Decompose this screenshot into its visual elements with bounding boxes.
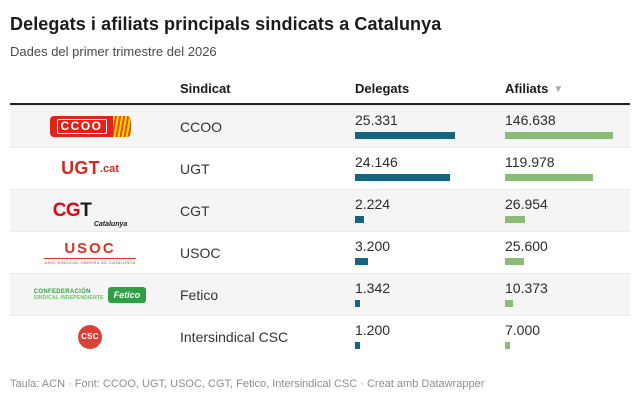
attribution-footer: Taula: ACN · Font: CCOO, UGT, USOC, CGT,… (10, 378, 485, 390)
afiliats-value: 26.954 (505, 196, 548, 212)
page-title: Delegats i afiliats principals sindicats… (10, 14, 442, 34)
delegats-value: 25.331 (355, 112, 398, 128)
ccoo-flag-icon (112, 116, 131, 137)
afiliats-value: 7.000 (505, 322, 541, 338)
table-header-row: Sindicat Delegats Afiliats ▼ (10, 81, 630, 105)
ugt-logo: UGT .cat (10, 148, 170, 189)
afiliats-value: 25.600 (505, 238, 548, 254)
fetico-logo-line2: SINDICAL INDEPENDIENTE (33, 294, 104, 301)
cgt-logo-red-text: CG (52, 199, 81, 221)
cgt-logo-region-text: Catalunya (93, 221, 128, 228)
intersindical-csc-logo: CSC (10, 316, 170, 357)
table-row: CG T Catalunya CGT 2.224 26.954 (10, 189, 630, 231)
afiliats-bar (505, 216, 525, 223)
csc-logo-text: CSC (81, 332, 99, 341)
afiliats-cell: 119.978 (495, 148, 630, 189)
delegats-cell: 25.331 (345, 106, 495, 147)
cgt-logo-black-text: T (80, 199, 92, 221)
delegats-cell: 3.200 (345, 232, 495, 273)
unions-table: Sindicat Delegats Afiliats ▼ CCOO CCOO 25… (10, 81, 630, 357)
afiliats-value: 119.978 (505, 154, 555, 170)
delegats-value: 1.200 (355, 322, 391, 338)
page-subtitle: Dades del primer trimestre del 2026 (10, 44, 217, 59)
fetico-logo-line1: CONFEDERACIÓN (33, 288, 91, 295)
ugt-logo-text: UGT (61, 158, 100, 178)
ccoo-logo-mark: CCOO (49, 116, 131, 137)
delegats-bar (355, 174, 450, 181)
afiliats-cell: 10.373 (495, 274, 630, 315)
csc-circle-icon: CSC (78, 324, 102, 349)
afiliats-value: 146.638 (505, 112, 556, 128)
ccoo-logo: CCOO (10, 106, 170, 147)
column-header-afiliats-label: Afiliats (505, 81, 549, 96)
union-name: Fetico (180, 286, 219, 303)
afiliats-cell: 26.954 (495, 190, 630, 231)
delegats-value: 24.146 (355, 154, 398, 170)
afiliats-cell: 25.600 (495, 232, 630, 273)
fetico-logo: CONFEDERACIÓN SINDICAL INDEPENDIENTE Fet… (10, 274, 170, 315)
sort-descending-icon: ▼ (553, 84, 564, 95)
usoc-logo: USOC UNIÓ SINDICAL OBRERA DE CATALUNYA (10, 232, 170, 273)
usoc-logo-tagline: UNIÓ SINDICAL OBRERA DE CATALUNYA (44, 258, 136, 265)
union-name: CGT (180, 202, 210, 219)
delegats-bar (355, 216, 364, 223)
column-header-afiliats[interactable]: Afiliats ▼ (495, 81, 630, 96)
delegats-cell: 1.342 (345, 274, 495, 315)
delegats-value: 1.342 (355, 280, 391, 296)
usoc-logo-text: USOC (64, 240, 116, 257)
ugt-logo-suffix: .cat (99, 162, 119, 175)
delegats-bar (355, 300, 360, 307)
fetico-logo-mark: CONFEDERACIÓN SINDICAL INDEPENDIENTE Fet… (33, 286, 147, 303)
afiliats-value: 10.373 (505, 280, 548, 296)
delegats-bar (355, 258, 368, 265)
chart-container: Delegats i afiliats principals sindicats… (10, 14, 630, 357)
afiliats-bar (505, 300, 513, 307)
table-row: USOC UNIÓ SINDICAL OBRERA DE CATALUNYA U… (10, 231, 630, 273)
cgt-logo: CG T Catalunya (10, 190, 170, 231)
afiliats-cell: 146.638 (495, 106, 630, 147)
union-name: CCOO (180, 118, 222, 135)
delegats-bar (355, 132, 455, 139)
table-row: CCOO CCOO 25.331 146.638 (10, 105, 630, 147)
afiliats-bar (505, 342, 510, 349)
afiliats-bar (505, 258, 524, 265)
fetico-logo-badge: Fetico (107, 286, 147, 303)
delegats-cell: 24.146 (345, 148, 495, 189)
union-name: Intersindical CSC (180, 328, 289, 345)
table-row: CONFEDERACIÓN SINDICAL INDEPENDIENTE Fet… (10, 273, 630, 315)
delegats-value: 3.200 (355, 238, 391, 254)
table-row: UGT .cat UGT 24.146 119.978 (10, 147, 630, 189)
delegats-bar (355, 342, 360, 349)
afiliats-cell: 7.000 (495, 316, 630, 357)
table-row: CSC Intersindical CSC 1.200 7.000 (10, 315, 630, 357)
delegats-cell: 2.224 (345, 190, 495, 231)
union-name: USOC (180, 244, 221, 261)
column-header-delegats[interactable]: Delegats (355, 81, 410, 96)
delegats-value: 2.224 (355, 196, 391, 212)
afiliats-bar (505, 132, 613, 139)
union-name: UGT (180, 160, 210, 177)
column-header-sindicat[interactable]: Sindicat (180, 81, 231, 96)
delegats-cell: 1.200 (345, 316, 495, 357)
ccoo-logo-text: CCOO (56, 119, 107, 134)
afiliats-bar (505, 174, 593, 181)
